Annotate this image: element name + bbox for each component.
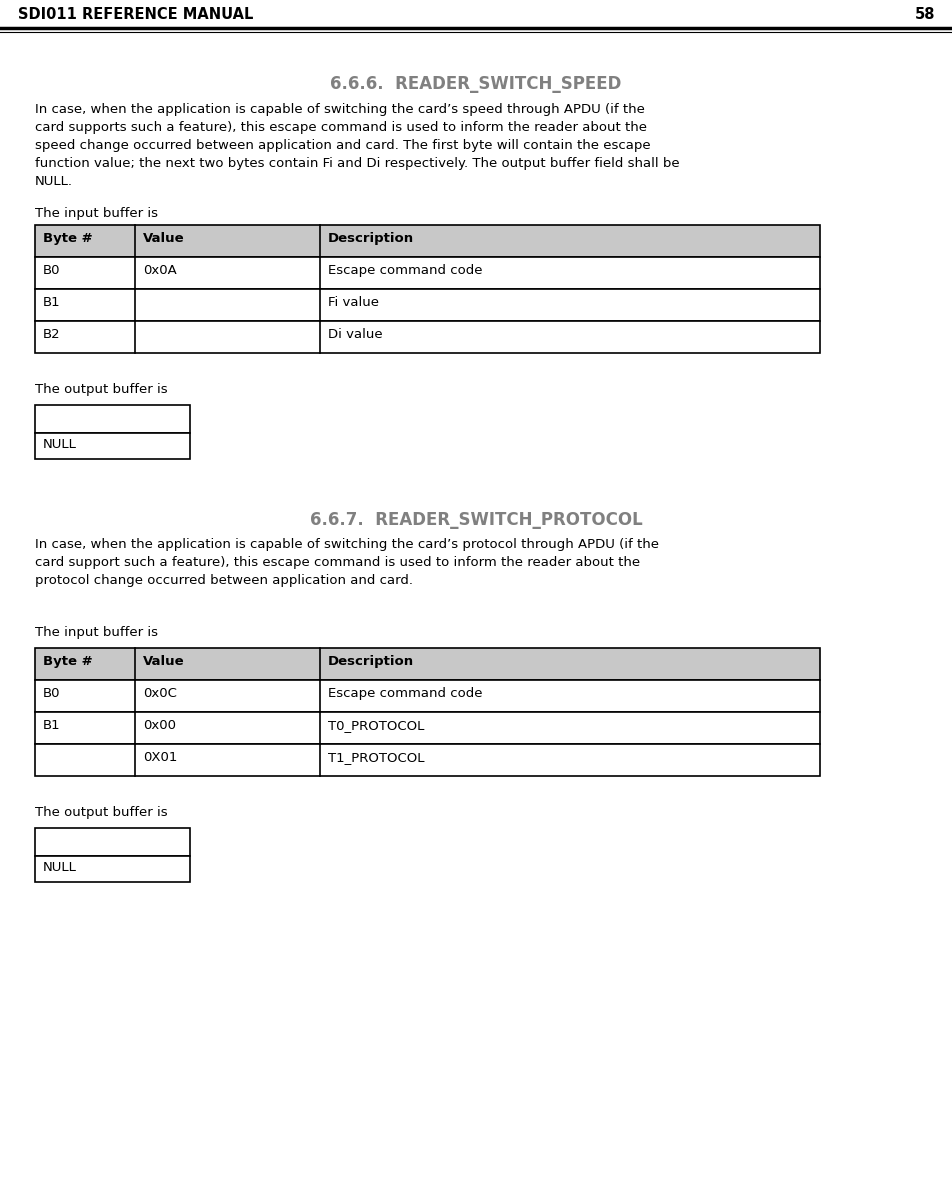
Text: The output buffer is: The output buffer is [35, 383, 168, 396]
Text: B0: B0 [43, 687, 60, 700]
Text: T1_PROTOCOL: T1_PROTOCOL [327, 751, 424, 764]
Text: B1: B1 [43, 296, 61, 309]
Bar [35, 226, 819, 257]
Bar [35, 648, 819, 680]
Text: speed change occurred between application and card. The first byte will contain : speed change occurred between applicatio… [35, 139, 650, 152]
Text: Description: Description [327, 231, 414, 244]
Text: B1: B1 [43, 719, 61, 732]
Text: 6.6.7.  READER_SWITCH_PROTOCOL: 6.6.7. READER_SWITCH_PROTOCOL [309, 511, 642, 529]
Text: Escape command code: Escape command code [327, 265, 482, 278]
Bar [35, 712, 819, 744]
Text: 0x00: 0x00 [143, 719, 176, 732]
Bar [35, 257, 819, 289]
Text: B2: B2 [43, 328, 61, 341]
Text: B0: B0 [43, 265, 60, 278]
Text: 0X01: 0X01 [143, 751, 177, 764]
Bar [35, 856, 189, 882]
Text: 6.6.6.  READER_SWITCH_SPEED: 6.6.6. READER_SWITCH_SPEED [330, 76, 621, 93]
Text: NULL: NULL [43, 438, 77, 451]
Bar [35, 289, 819, 321]
Text: The input buffer is: The input buffer is [35, 207, 158, 220]
Text: T0_PROTOCOL: T0_PROTOCOL [327, 719, 424, 732]
Text: SDI011 REFERENCE MANUAL: SDI011 REFERENCE MANUAL [18, 7, 253, 22]
Text: Escape command code: Escape command code [327, 687, 482, 700]
Bar [35, 828, 189, 856]
Text: card support such a feature), this escape command is used to inform the reader a: card support such a feature), this escap… [35, 556, 640, 569]
Text: 0x0A: 0x0A [143, 265, 176, 278]
Text: Description: Description [327, 655, 414, 668]
Text: function value; the next two bytes contain Fi and Di respectively. The output bu: function value; the next two bytes conta… [35, 157, 679, 170]
Text: In case, when the application is capable of switching the card’s speed through A: In case, when the application is capable… [35, 103, 645, 116]
Text: In case, when the application is capable of switching the card’s protocol throug: In case, when the application is capable… [35, 539, 659, 552]
Text: Byte #: Byte # [43, 655, 92, 668]
Text: card supports such a feature), this escape command is used to inform the reader : card supports such a feature), this esca… [35, 120, 646, 133]
Text: Di value: Di value [327, 328, 382, 341]
Text: Value: Value [143, 231, 185, 244]
Text: 58: 58 [914, 7, 934, 22]
Text: Fi value: Fi value [327, 296, 379, 309]
Bar [35, 744, 819, 776]
Text: Value: Value [143, 655, 185, 668]
Bar [35, 405, 189, 433]
Bar [35, 321, 819, 353]
Text: The output buffer is: The output buffer is [35, 805, 168, 818]
Text: NULL: NULL [43, 861, 77, 874]
Bar [35, 680, 819, 712]
Text: 0x0C: 0x0C [143, 687, 177, 700]
Text: Byte #: Byte # [43, 231, 92, 244]
Text: protocol change occurred between application and card.: protocol change occurred between applica… [35, 574, 412, 587]
Bar [35, 433, 189, 459]
Text: The input buffer is: The input buffer is [35, 626, 158, 639]
Text: NULL.: NULL. [35, 175, 73, 188]
